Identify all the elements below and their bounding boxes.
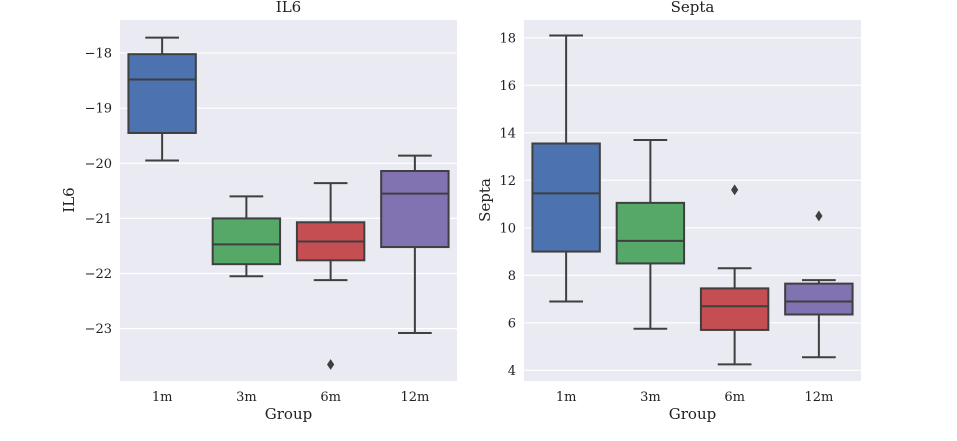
- septa-gridlines: [524, 37, 861, 371]
- il6-x-axis-label: Group: [265, 405, 312, 423]
- il6-y-tick-label: −22: [85, 267, 112, 282]
- il6-iqr-box: [127, 53, 197, 134]
- il6-box-6m: [295, 182, 366, 370]
- septa-title: Septa: [671, 0, 715, 16]
- il6-outlier-point: [327, 359, 335, 370]
- il6-box-3m: [211, 195, 282, 278]
- septa-x-tick-label: 12m: [804, 390, 833, 405]
- septa-box-3m: [615, 138, 686, 330]
- il6-y-tick-label: −18: [85, 47, 112, 62]
- il6-y-ticks: −23 −22 −21 −20 −19 −18: [85, 47, 112, 338]
- il6-x-tick-label: 1m: [152, 390, 173, 405]
- septa-x-tick-label: 3m: [640, 390, 661, 405]
- septa-y-axis-label: Septa: [476, 178, 494, 222]
- il6-x-tick-label: 6m: [320, 390, 341, 405]
- septa-iqr-box: [784, 282, 854, 316]
- septa-iqr-box: [615, 201, 686, 265]
- septa-boxes: [531, 34, 854, 366]
- septa-y-tick-label: 8: [508, 269, 516, 284]
- il6-y-tick-label: −21: [85, 212, 112, 227]
- septa-box-6m: [699, 184, 770, 366]
- septa-y-tick-label: 10: [499, 221, 516, 236]
- septa-iqr-box: [531, 142, 601, 253]
- septa-y-ticks: 4 6 8 10 12 14 16 18: [499, 31, 516, 379]
- il6-boxes: [127, 36, 450, 370]
- il6-y-tick-label: −19: [85, 102, 112, 117]
- septa-x-axis-label: Group: [669, 405, 716, 423]
- septa-iqr-box: [699, 287, 770, 331]
- septa-y-tick-label: 4: [508, 364, 516, 379]
- septa-outlier-point: [815, 210, 823, 222]
- il6-x-tick-label: 3m: [236, 390, 257, 405]
- septa-y-tick-label: 18: [499, 31, 516, 46]
- septa-box-12m: [784, 210, 854, 359]
- septa-y-tick-label: 16: [499, 79, 516, 94]
- il6-iqr-box: [211, 217, 282, 266]
- il6-y-tick-label: −23: [85, 322, 112, 337]
- septa-x-tick-label: 6m: [724, 390, 745, 405]
- septa-x-tick-label: 1m: [556, 390, 577, 405]
- il6-box-1m: [127, 36, 197, 162]
- septa-y-tick-label: 6: [508, 316, 516, 331]
- il6-y-tick-label: −20: [85, 157, 112, 172]
- septa-y-tick-label: 14: [499, 126, 516, 141]
- septa-box-1m: [531, 34, 601, 303]
- il6-box-12m: [380, 154, 450, 335]
- il6-x-tick-label: 12m: [400, 390, 429, 405]
- il6-title: IL6: [276, 0, 301, 16]
- il6-y-axis-label: IL6: [60, 187, 78, 212]
- septa-panel: 4 6 8 10 12 14 16 18 1m 3m 6m 12m Septa Group Sept…: [476, 0, 861, 423]
- septa-y-tick-label: 12: [499, 174, 516, 189]
- il6-gridlines: [120, 52, 457, 330]
- il6-x-ticks: 1m 3m 6m 12m: [152, 390, 429, 405]
- il6-panel: −23 −22 −21 −20 −19 −18 1m 3m 6m 12m IL6 Group I…: [60, 0, 457, 423]
- il6-iqr-box: [380, 170, 450, 249]
- septa-x-ticks: 1m 3m 6m 12m: [556, 390, 833, 405]
- septa-outlier-point: [731, 184, 739, 196]
